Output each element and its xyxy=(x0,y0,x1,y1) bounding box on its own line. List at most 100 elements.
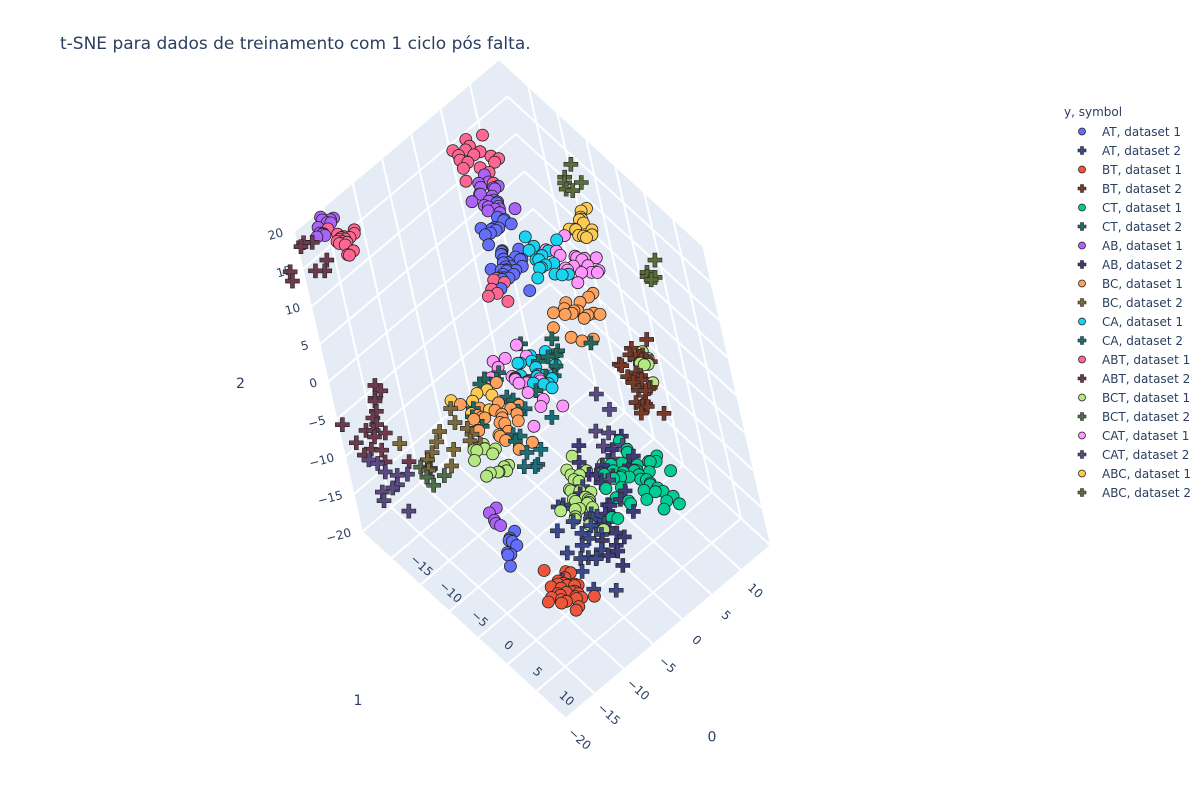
floor-plane xyxy=(362,359,770,718)
gridline-z xyxy=(327,208,534,383)
legend-item[interactable]: ABT, dataset 2 xyxy=(1064,369,1191,388)
data-point xyxy=(503,559,517,573)
legend-circle-icon xyxy=(1078,203,1086,212)
data-point xyxy=(599,482,613,496)
data-point xyxy=(432,424,447,439)
legend-item[interactable]: CAT, dataset 2 xyxy=(1064,445,1191,464)
legend-item[interactable]: AT, dataset 2 xyxy=(1064,141,1191,160)
legend-label: AB, dataset 1 xyxy=(1102,238,1183,253)
legend-circle-icon xyxy=(1078,355,1086,364)
legend-item[interactable]: CA, dataset 2 xyxy=(1064,331,1191,350)
legend-item[interactable]: CT, dataset 1 xyxy=(1064,198,1191,217)
data-point xyxy=(593,307,607,321)
data-point xyxy=(550,233,564,247)
legend-item[interactable]: ABC, dataset 2 xyxy=(1064,483,1191,502)
data-point xyxy=(626,504,641,519)
tick-label-y: −10 xyxy=(624,676,652,703)
data-point xyxy=(293,239,309,255)
legend-label: AT, dataset 2 xyxy=(1102,143,1182,158)
data-point xyxy=(664,464,677,478)
legend-label: BC, dataset 2 xyxy=(1102,295,1183,310)
legend-item[interactable]: AB, dataset 2 xyxy=(1064,255,1191,274)
gridline-y xyxy=(449,457,654,645)
data-point xyxy=(637,358,651,372)
data-point xyxy=(510,338,523,352)
tick-label-z: −10 xyxy=(308,450,336,470)
legend-item[interactable]: BCT, dataset 1 xyxy=(1064,388,1191,407)
data-point xyxy=(548,358,564,374)
legend-item[interactable]: BC, dataset 2 xyxy=(1064,293,1191,312)
data-point xyxy=(573,175,589,190)
legend-item[interactable]: BT, dataset 1 xyxy=(1064,160,1191,179)
legend-circle-icon xyxy=(1078,431,1086,440)
tick-label-z: −15 xyxy=(316,488,344,508)
legend-item[interactable]: ABC, dataset 1 xyxy=(1064,464,1191,483)
data-point xyxy=(486,447,500,461)
data-point xyxy=(602,402,617,417)
legend-label: CA, dataset 1 xyxy=(1102,314,1184,329)
data-point xyxy=(588,551,604,566)
data-point xyxy=(459,174,473,188)
tick-label-z: 0 xyxy=(308,375,319,391)
legend-cross-icon xyxy=(1077,374,1087,383)
data-point xyxy=(591,266,604,279)
data-point xyxy=(523,284,537,298)
data-point xyxy=(647,252,663,268)
legend-item[interactable]: BT, dataset 2 xyxy=(1064,179,1191,198)
legend-item[interactable]: BCT, dataset 2 xyxy=(1064,407,1191,426)
data-point xyxy=(569,603,583,617)
data-point xyxy=(511,356,525,370)
data-point xyxy=(467,412,481,426)
legend-label: ABC, dataset 2 xyxy=(1102,485,1192,500)
data-point xyxy=(378,425,393,441)
legend-circle-icon xyxy=(1078,127,1086,136)
data-point xyxy=(375,484,390,500)
data-point xyxy=(608,582,624,598)
legend-cross-icon xyxy=(1077,336,1087,345)
data-point xyxy=(498,351,512,365)
legend-label: AB, dataset 2 xyxy=(1102,257,1183,272)
legend-item[interactable]: AB, dataset 1 xyxy=(1064,236,1191,255)
legend-item[interactable]: CAT, dataset 1 xyxy=(1064,426,1191,445)
legend-label: BT, dataset 1 xyxy=(1102,162,1183,177)
data-point xyxy=(617,483,633,499)
data-point xyxy=(555,596,568,610)
legend-item[interactable]: AT, dataset 1 xyxy=(1064,122,1191,141)
legend-circle-icon xyxy=(1078,165,1086,174)
data-point xyxy=(367,429,382,445)
data-point xyxy=(656,406,672,421)
legend-cross-icon xyxy=(1077,146,1087,155)
data-point xyxy=(634,405,649,421)
data-point xyxy=(335,417,350,433)
data-point xyxy=(534,400,548,413)
data-point xyxy=(510,539,524,552)
tick-label-y: −15 xyxy=(595,701,623,728)
data-point xyxy=(643,272,659,288)
data-point xyxy=(511,414,525,428)
data-point xyxy=(468,454,481,467)
legend-item[interactable]: ABT, dataset 1 xyxy=(1064,350,1191,369)
data-point xyxy=(531,271,545,285)
legend-item[interactable]: CA, dataset 1 xyxy=(1064,312,1191,331)
data-point xyxy=(533,441,549,457)
data-points xyxy=(282,128,686,617)
legend: y, symbol AT, dataset 1 AT, dataset 2 BT, … xyxy=(1064,103,1191,502)
legend-cross-icon xyxy=(1077,412,1087,421)
data-point xyxy=(443,401,459,416)
legend-label: BC, dataset 1 xyxy=(1102,276,1183,291)
gridline-x xyxy=(419,411,626,586)
data-point xyxy=(657,502,671,516)
legend-label: ABC, dataset 1 xyxy=(1102,466,1192,481)
data-point xyxy=(480,469,494,483)
data-point xyxy=(501,294,515,308)
legend-item[interactable]: CT, dataset 2 xyxy=(1064,217,1191,236)
data-point xyxy=(512,376,526,390)
gridline-y xyxy=(361,531,566,719)
data-point xyxy=(649,485,662,499)
data-point xyxy=(610,543,626,559)
data-point xyxy=(446,442,462,457)
data-point xyxy=(437,468,452,483)
legend-item[interactable]: BC, dataset 1 xyxy=(1064,274,1191,293)
legend-circle-icon xyxy=(1078,241,1086,250)
